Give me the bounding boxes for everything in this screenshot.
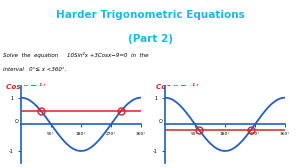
Text: (Part 2): (Part 2): [128, 34, 172, 44]
Text: Cos x = ¹/₂: Cos x = ¹/₂: [6, 83, 48, 90]
Text: O: O: [15, 119, 18, 124]
Text: O: O: [159, 119, 162, 124]
Text: Cos x = -¹/₅: Cos x = -¹/₅: [156, 83, 201, 90]
Text: Solve  the  equation     10Sin²x +3Cosx−9=0  in  the: Solve the equation 10Sin²x +3Cosx−9=0 in…: [3, 52, 148, 58]
Text: interval   0°≤ x <360°.: interval 0°≤ x <360°.: [3, 67, 66, 72]
Text: Harder Trigonometric Equations: Harder Trigonometric Equations: [56, 10, 244, 20]
